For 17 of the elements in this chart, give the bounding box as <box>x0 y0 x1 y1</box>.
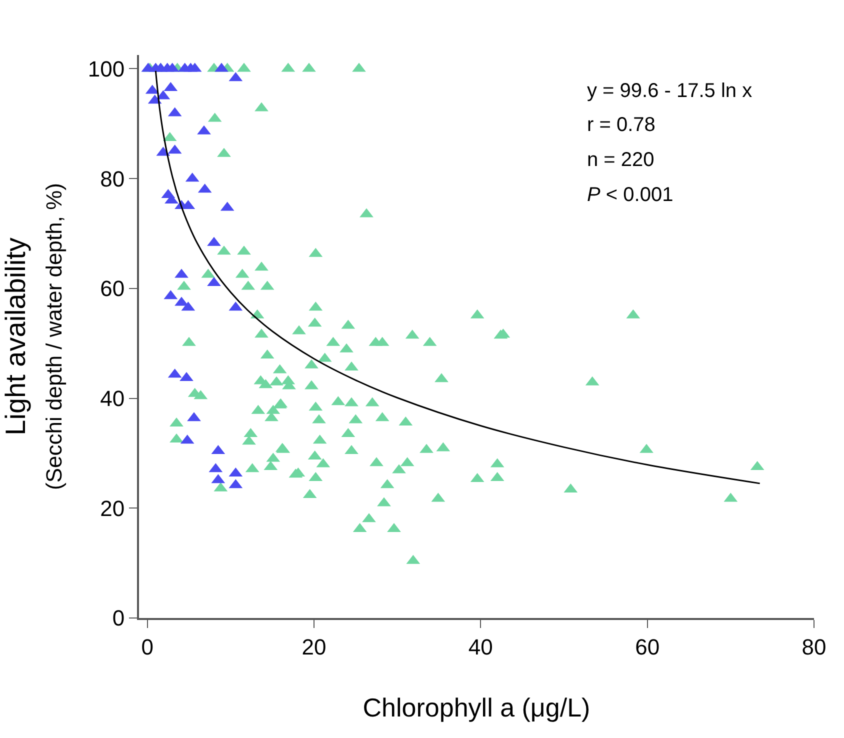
y-tick-label: 0 <box>112 606 125 631</box>
x-tick-label: 60 <box>635 634 660 660</box>
annotation: n = 220 <box>587 149 654 171</box>
annotation: y = 99.6 - 17.5 ln x <box>587 80 752 102</box>
x-tick-label: 80 <box>802 634 826 660</box>
y-tick-label: 20 <box>100 496 125 521</box>
y-tick-label: 80 <box>100 166 125 192</box>
x-tick-label: 40 <box>468 634 493 660</box>
x-axis-title: Chlorophyll a (μg/L) <box>362 692 590 723</box>
annotation: r = 0.78 <box>587 114 656 136</box>
annotation: P < 0.001 <box>587 184 674 206</box>
y-tick-label: 40 <box>100 386 125 411</box>
y-axis-title: Light availability (Secchi depth / water depth, %) <box>0 183 66 490</box>
y-tick-label: 60 <box>100 276 125 302</box>
x-tick-label: 0 <box>141 634 154 660</box>
y-tick-label: 100 <box>88 56 125 82</box>
x-tick-label: 20 <box>302 634 326 660</box>
